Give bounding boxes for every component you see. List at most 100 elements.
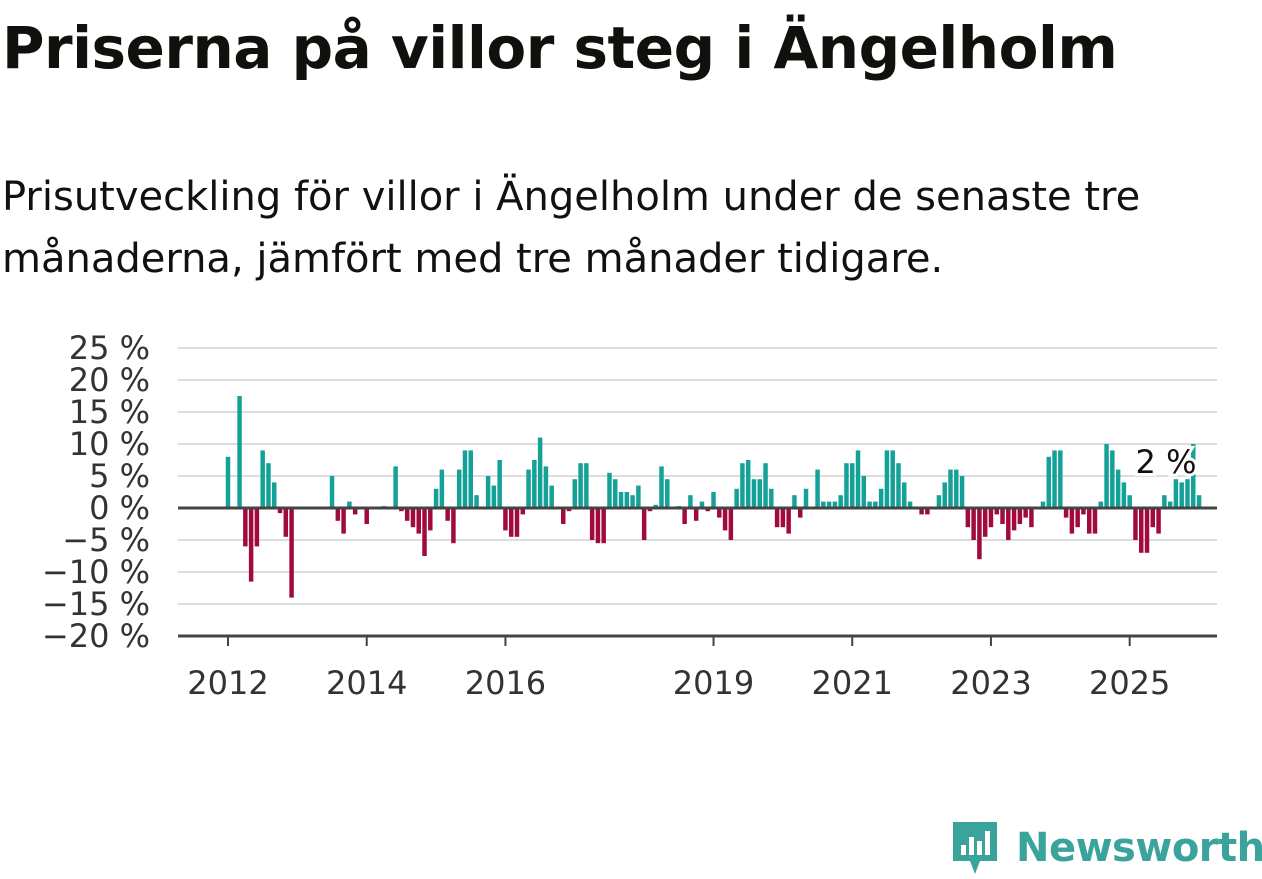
bar [699, 501, 705, 508]
bar [1000, 508, 1005, 524]
bar [1104, 444, 1109, 508]
bar [624, 492, 630, 508]
bar [474, 495, 479, 508]
bar [237, 396, 242, 508]
bar [595, 508, 601, 544]
bar [1017, 508, 1023, 524]
bar [786, 508, 791, 534]
bar [959, 476, 965, 508]
bar [659, 466, 664, 508]
bar [994, 508, 999, 515]
bar [1127, 495, 1132, 508]
bar [682, 508, 687, 524]
x-tick-label: 2025 [1089, 664, 1170, 702]
bar-chart: 25 %20 %15 %10 %5 %0 %−5 %−10 %−15 %−20 … [42, 329, 1217, 702]
bar [618, 492, 624, 508]
bar [641, 508, 647, 540]
bar [399, 508, 404, 512]
bar [341, 508, 346, 534]
bar [763, 463, 768, 508]
bar [745, 460, 751, 508]
bar [665, 479, 670, 508]
bar [549, 485, 554, 508]
bar [1029, 508, 1034, 528]
bar [248, 508, 254, 582]
bar [410, 508, 416, 528]
x-tick-label: 2023 [950, 664, 1031, 702]
bar [1023, 508, 1028, 518]
bar [861, 476, 867, 508]
bar [693, 508, 699, 521]
bar [925, 508, 930, 515]
newsworthy-logo: Newsworthy [950, 818, 1262, 878]
bar [416, 508, 421, 534]
bar [433, 488, 439, 508]
bar [734, 488, 739, 508]
bar [1011, 508, 1017, 531]
brand-name: Newsworthy [1016, 825, 1262, 871]
bar [1191, 444, 1196, 508]
bar [896, 463, 901, 508]
bar [936, 495, 942, 508]
bar [1196, 495, 1202, 508]
bar [1185, 479, 1190, 508]
bar [1046, 456, 1051, 508]
bar [1058, 450, 1063, 508]
bar [1173, 479, 1179, 508]
bar [526, 469, 531, 508]
bar [508, 508, 514, 537]
bar [566, 508, 572, 512]
bar [803, 488, 809, 508]
bar [647, 508, 653, 512]
bar [364, 508, 369, 524]
bar [1006, 508, 1011, 540]
bar [855, 450, 861, 508]
bar [485, 476, 491, 508]
bar [1133, 508, 1138, 540]
bar [439, 469, 445, 508]
bar [1092, 508, 1098, 534]
bar [884, 450, 890, 508]
bar [289, 508, 294, 598]
bar [844, 463, 849, 508]
bar [1150, 508, 1156, 528]
chart-title: Priserna på villor steg i Ängelholm [2, 14, 1118, 82]
bar [792, 495, 797, 508]
bar [919, 508, 924, 515]
bar [1179, 482, 1184, 508]
bar [850, 463, 855, 508]
x-tick-label: 2016 [465, 664, 546, 702]
bar [688, 495, 693, 508]
bar [266, 463, 271, 508]
bar [352, 508, 358, 515]
bar [1069, 508, 1075, 534]
bar [422, 508, 427, 556]
bar [451, 508, 456, 544]
y-tick-label: −10 % [42, 553, 150, 591]
bar [456, 469, 462, 508]
bar [613, 479, 618, 508]
bar [988, 508, 994, 528]
bar [780, 508, 786, 528]
bar [971, 508, 976, 540]
bar [1139, 508, 1144, 553]
bar [1156, 508, 1161, 534]
bar [277, 508, 283, 514]
bar [757, 479, 762, 508]
x-tick-label: 2014 [326, 664, 407, 702]
chart-subtitle: Prisutveckling för villor i Ängelholm un… [2, 174, 1141, 282]
bar [653, 504, 658, 508]
bar [873, 501, 878, 508]
bar [254, 508, 260, 547]
bar [826, 501, 832, 508]
y-tick-label: 15 % [69, 393, 150, 431]
bar [462, 450, 468, 508]
bar [942, 482, 947, 508]
bar [954, 469, 959, 508]
bar [393, 466, 398, 508]
bar [977, 508, 982, 560]
bar [445, 508, 450, 521]
bar [1063, 508, 1069, 518]
bar [948, 469, 953, 508]
bar [867, 501, 872, 508]
